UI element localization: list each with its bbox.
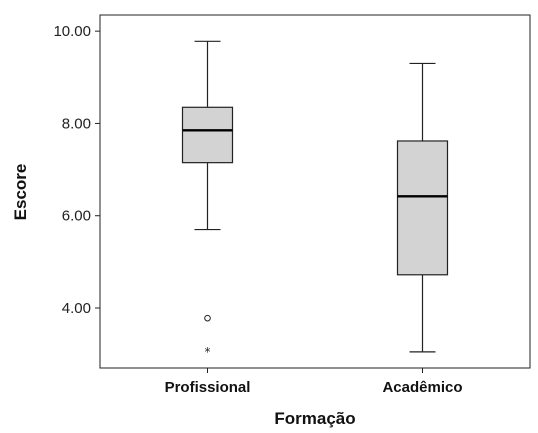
y-tick-label: 8.00	[62, 115, 91, 132]
x-category-label: Profissional	[165, 379, 251, 396]
interquartile-box	[181, 106, 234, 164]
box-2	[396, 62, 449, 353]
y-axis: 4.00 6.00 8.00 10.00	[53, 23, 100, 317]
boxes-layer: *	[181, 40, 449, 359]
y-tick-label: 4.00	[62, 300, 91, 317]
x-axis: Profissional Acadêmico	[165, 368, 463, 396]
outlier-point	[204, 314, 211, 322]
interquartile-box	[396, 140, 449, 276]
y-tick-label: 10.00	[53, 23, 91, 40]
y-tick-label: 6.00	[62, 208, 91, 225]
x-axis-title: Formação	[274, 409, 355, 428]
y-axis-title: Escore	[11, 164, 30, 221]
box-1: *	[181, 40, 234, 359]
plot-frame	[99, 14, 531, 369]
x-category-label: Acadêmico	[382, 379, 462, 396]
extreme-point: *	[205, 345, 211, 359]
